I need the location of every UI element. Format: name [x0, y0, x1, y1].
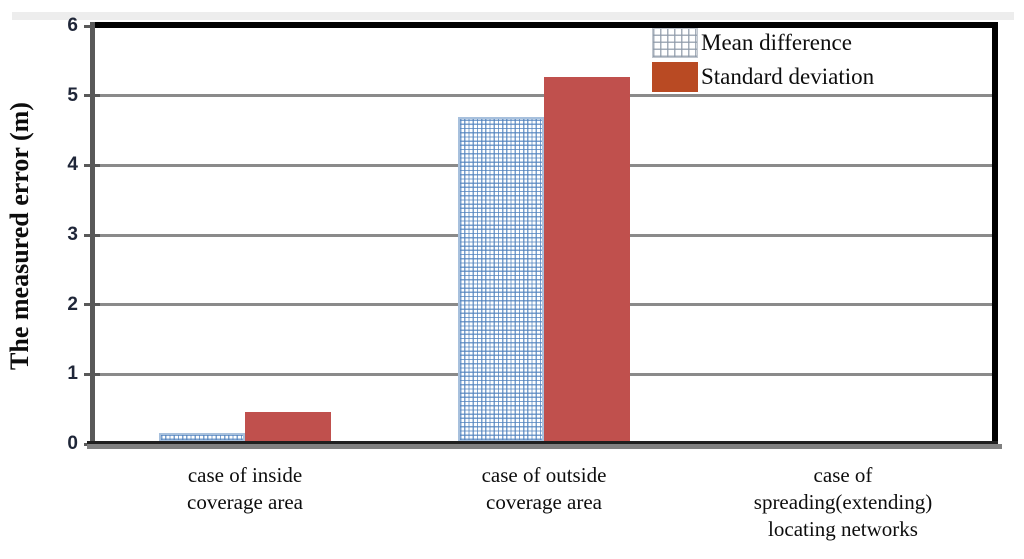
y-gridline-5	[95, 94, 992, 98]
legend-label-standard-deviation: Standard deviation	[701, 64, 875, 89]
y-tick-label-4: 4	[67, 154, 78, 176]
legend-item-standard-deviation: Standard deviation	[652, 61, 874, 93]
plot-frame-right	[992, 22, 998, 448]
x-axis-line	[87, 441, 998, 444]
legend-item-mean-difference: Mean difference	[652, 27, 874, 59]
legend: Mean difference Standard deviation	[652, 27, 874, 93]
y-tick-label-3: 3	[67, 224, 78, 245]
mean-difference-pattern-swatch-icon	[652, 28, 698, 58]
x-category-label-2: case of outside coverage area	[481, 463, 607, 514]
bar-mean-difference-category-2	[458, 117, 544, 442]
y-tick-label-0: 0	[67, 433, 78, 454]
y-tick-label-2: 2	[67, 293, 78, 315]
standard-deviation-color-swatch-icon	[652, 62, 698, 92]
x-category-label-3: case of spreading(extending) locating netw…	[753, 463, 933, 541]
x-category-label-1: case of inside coverage area	[187, 463, 303, 514]
y-tick-label-5: 5	[67, 84, 78, 106]
y-tick-label-6: 6	[67, 15, 78, 36]
y-axis-title: The measured error (m)	[5, 102, 34, 370]
plot-frame-top	[95, 22, 998, 28]
y-tick-label-1: 1	[67, 363, 78, 385]
y-axis-line	[90, 22, 95, 448]
legend-label-mean-difference: Mean difference	[701, 30, 852, 55]
bar-standard-deviation-category-2	[544, 77, 630, 442]
window-top-strip	[12, 12, 1014, 20]
bar-standard-deviation-category-1	[245, 412, 331, 442]
x-axis-shadow	[87, 444, 1002, 449]
